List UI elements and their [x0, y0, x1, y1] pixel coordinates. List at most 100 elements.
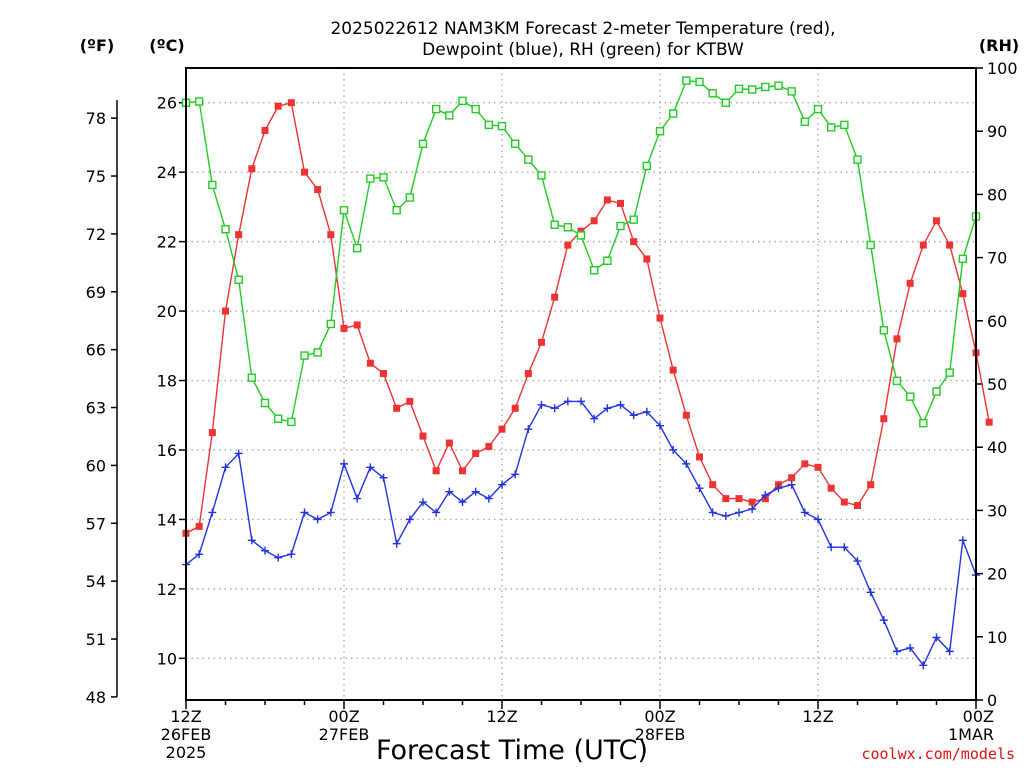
temperature-point	[919, 241, 927, 249]
rh-point	[550, 220, 559, 229]
rh-point	[682, 76, 691, 85]
dewpoint-point	[234, 449, 243, 458]
rh-point	[945, 368, 954, 377]
dewpoint-point	[761, 491, 770, 500]
temperature-point	[722, 495, 730, 503]
dewpoint-point	[458, 498, 467, 507]
fahrenheit-tick-label: 72	[86, 225, 106, 244]
temperature-point	[208, 429, 216, 437]
rh-point	[853, 155, 862, 164]
temperature-point	[380, 370, 387, 378]
rh-point	[484, 120, 494, 130]
dewpoint-point	[432, 508, 441, 517]
x-tick-label: 00Z	[644, 707, 675, 726]
chart-title-line1: 2025022612 NAM3KM Forecast 2-meter Tempe…	[330, 19, 835, 39]
axes: 10 12 14 16 18 20 22 24 26 48 51 54 57 60 63 66 69 72 75 78…	[86, 59, 1018, 762]
dewpoint-point	[840, 543, 849, 552]
rh-point	[194, 97, 204, 106]
temperature-point	[959, 290, 967, 298]
rh-tick-label: 50	[987, 375, 1007, 394]
rh-point	[339, 205, 349, 215]
rh-point	[800, 117, 810, 126]
fahrenheit-tick-label: 75	[86, 167, 106, 186]
dewpoint-point	[603, 404, 612, 413]
fahrenheit-tick-label: 48	[86, 688, 106, 707]
rh-point	[326, 319, 336, 329]
temperature-point	[222, 307, 229, 315]
dewpoint-point	[787, 480, 796, 489]
rh-point	[300, 351, 309, 360]
temperature-point	[564, 241, 572, 249]
rh-point	[774, 81, 783, 90]
rh-point	[866, 240, 875, 250]
temperature-line	[185, 101, 990, 534]
fahrenheit-tick-label: 66	[86, 341, 106, 360]
temperature-point	[524, 370, 532, 378]
rh-point	[589, 266, 599, 275]
temperature-point	[682, 411, 690, 419]
rh-point	[721, 98, 731, 107]
plot-frame	[185, 67, 977, 701]
temperature-point	[630, 238, 638, 246]
dewpoint-point	[419, 498, 427, 507]
temperature-point	[472, 449, 480, 457]
dewpoint-point	[353, 494, 362, 503]
dewpoint-point	[721, 511, 730, 520]
temperature-point	[709, 481, 717, 489]
dewpoint-point	[261, 546, 269, 555]
rh-point	[273, 414, 283, 423]
temperature-point	[840, 498, 848, 506]
rh-point	[379, 173, 388, 182]
temperature-point	[656, 314, 664, 322]
rh-tick-label: 30	[987, 501, 1007, 520]
temperature-point	[340, 324, 348, 332]
temperature-point	[577, 227, 585, 235]
dewpoint-point	[577, 397, 585, 406]
dewpoint-point	[195, 550, 204, 559]
dewpoint-point	[247, 536, 256, 545]
rh-point	[431, 104, 441, 114]
dewpoint-point	[774, 484, 783, 493]
temperature-point	[538, 338, 545, 346]
fahrenheit-tick-label: 69	[86, 283, 106, 302]
temperature-point	[393, 404, 401, 412]
dewpoint-point	[919, 661, 928, 670]
temperature-point	[432, 467, 440, 475]
temperature-point	[854, 502, 861, 510]
rh-point	[840, 120, 849, 130]
rh-point	[879, 326, 889, 335]
temperature-point	[314, 186, 322, 194]
temperature-point	[827, 484, 835, 492]
rh-point	[352, 243, 362, 253]
temperature-point	[498, 425, 506, 433]
celsius-tick-label: 24	[157, 163, 177, 182]
x-axis-label: Forecast Time (UTC)	[376, 735, 648, 766]
dewpoint-point	[642, 407, 651, 416]
temperature-point	[590, 217, 598, 225]
dewpoint-point	[379, 473, 388, 482]
dewpoint-point	[405, 515, 414, 524]
dewpoint-point	[800, 508, 809, 517]
dewpoint-point	[340, 459, 348, 468]
dewpoint-point	[932, 633, 941, 642]
rh-point	[510, 139, 520, 149]
temperature-point	[933, 217, 940, 225]
rh-point	[616, 221, 625, 231]
dewpoint-point	[893, 647, 901, 656]
fahrenheit-tick-label: 78	[86, 109, 106, 128]
celsius-tick-label: 16	[157, 441, 177, 460]
temperature-point	[274, 102, 282, 110]
dewpoint-point	[695, 484, 704, 493]
dewpoint-point	[866, 588, 875, 597]
chart-title-line2: Dewpoint (blue), RH (green) for KTBW	[422, 40, 744, 60]
rh-point	[247, 373, 257, 382]
temperature-point	[867, 481, 875, 489]
rh-tick-label: 10	[987, 628, 1007, 647]
rh-point	[497, 121, 507, 131]
dewpoint-point	[287, 550, 296, 559]
fahrenheit-tick-label: 54	[86, 572, 106, 591]
rh-point	[260, 398, 270, 408]
temperature-point	[906, 279, 914, 287]
temperature-point	[748, 498, 756, 506]
